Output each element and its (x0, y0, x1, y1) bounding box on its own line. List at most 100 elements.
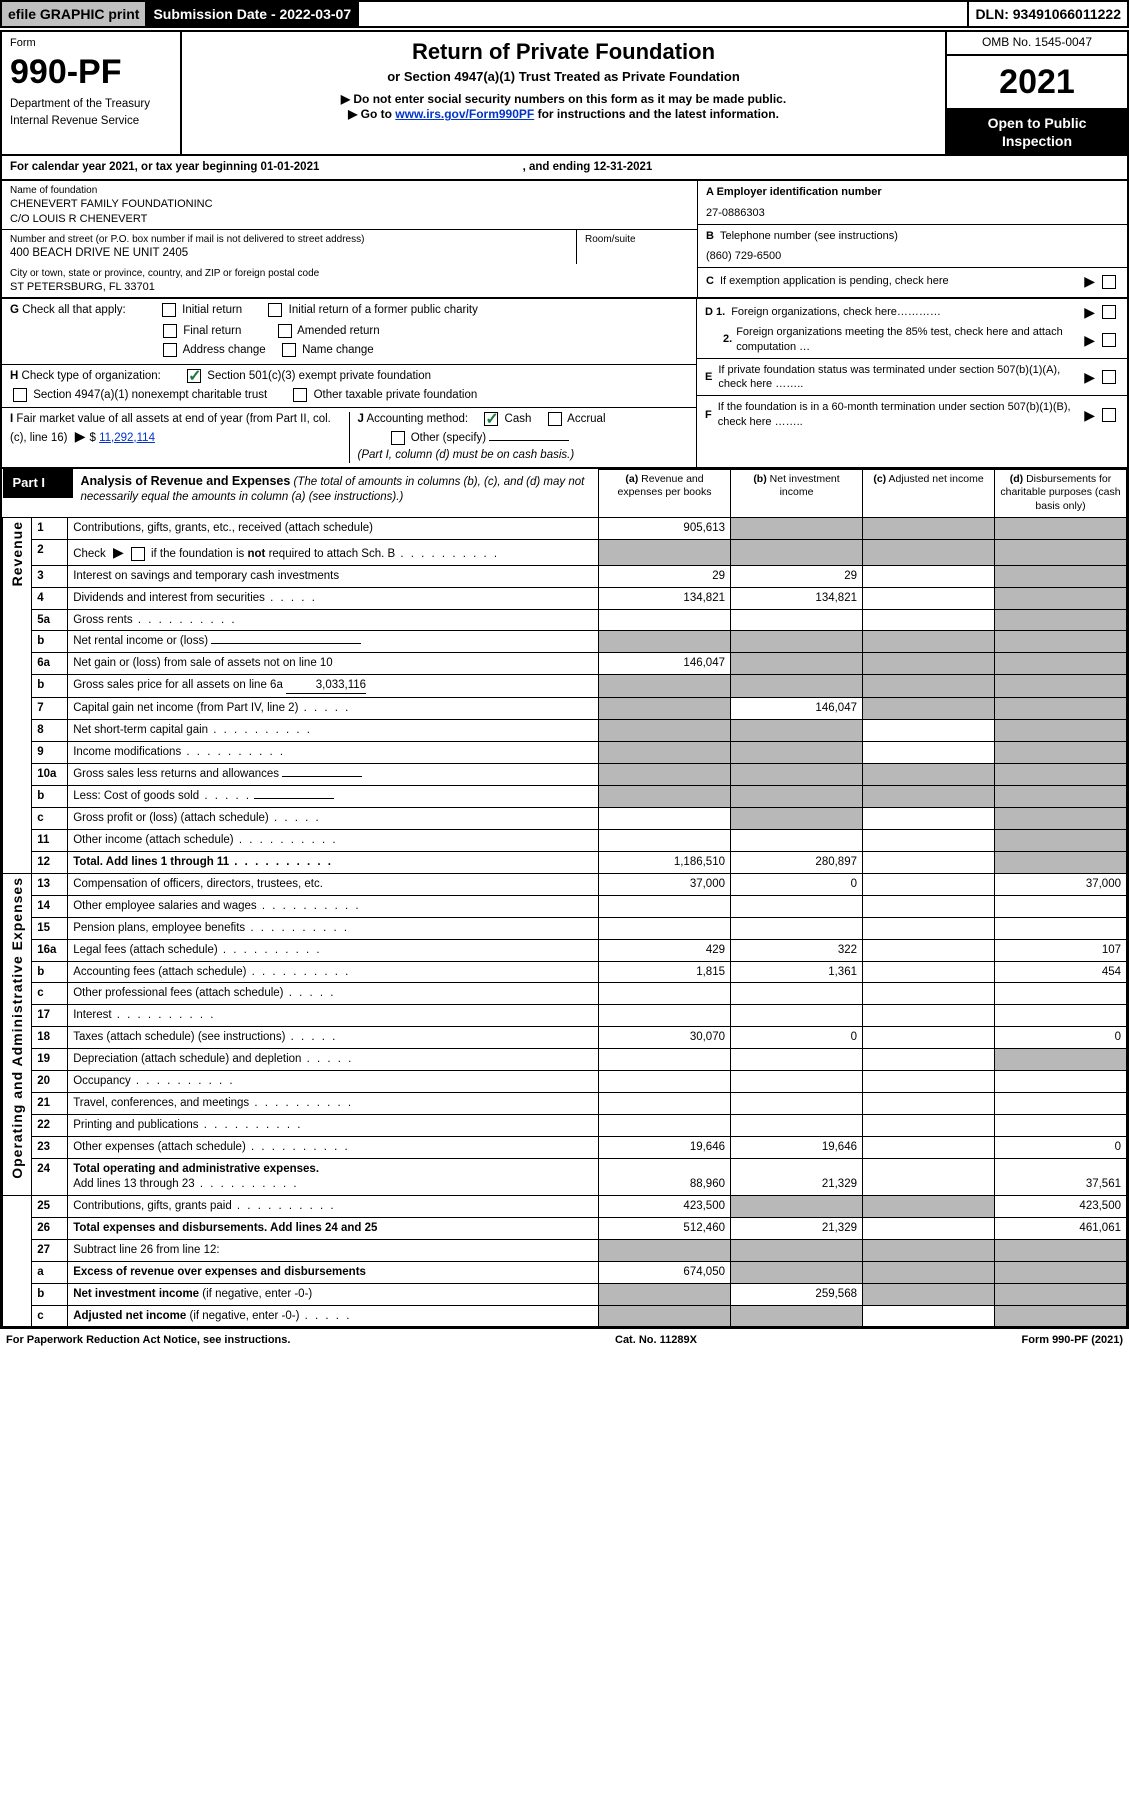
line-desc: Occupancy (68, 1071, 599, 1093)
line-num: 10a (32, 764, 68, 786)
table-row: 11 Other income (attach schedule) (3, 829, 1127, 851)
col-d-header: (d) Disbursements for charitable purpose… (995, 469, 1127, 517)
line-desc: Net gain or (loss) from sale of assets n… (68, 653, 599, 675)
address-change-checkbox[interactable] (163, 343, 177, 357)
cell-b (731, 1239, 863, 1261)
irs-link[interactable]: www.irs.gov/Form990PF (395, 107, 534, 121)
cell-d (995, 1071, 1127, 1093)
g-opt-0: Initial return (182, 304, 242, 316)
line-num: b (32, 786, 68, 808)
e-checkbox[interactable] (1102, 370, 1116, 384)
table-row: b Gross sales price for all assets on li… (3, 675, 1127, 698)
line-desc: Income modifications (68, 742, 599, 764)
cash-checkbox[interactable] (484, 412, 498, 426)
entity-left: Name of foundation CHENEVERT FAMILY FOUN… (2, 181, 697, 297)
cal-year-begin: For calendar year 2021, or tax year begi… (10, 161, 319, 173)
f-text: If the foundation is in a 60-month termi… (718, 400, 1080, 429)
cell-c (863, 539, 995, 565)
line-num: b (32, 631, 68, 653)
cell-c (863, 1195, 995, 1217)
cell-d (995, 609, 1127, 631)
final-return-checkbox[interactable] (163, 324, 177, 338)
cell-a (599, 807, 731, 829)
cell-c (863, 917, 995, 939)
cell-d (995, 631, 1127, 653)
501c3-checkbox[interactable] (187, 369, 201, 383)
table-row: 26 Total expenses and disbursements. Add… (3, 1217, 1127, 1239)
cell-a: 674,050 (599, 1261, 731, 1283)
cell-d: 107 (995, 939, 1127, 961)
table-row: 18 Taxes (attach schedule) (see instruct… (3, 1027, 1127, 1049)
part-1-label: Part I (3, 469, 73, 498)
cell-a (599, 917, 731, 939)
initial-return-checkbox[interactable] (162, 303, 176, 317)
j-accrual: Accrual (567, 413, 605, 425)
i-arrow-icon: ▶ (75, 428, 86, 444)
line-desc: Total operating and administrative expen… (68, 1158, 599, 1195)
cell-a (599, 829, 731, 851)
line-num: 4 (32, 587, 68, 609)
line-desc: Interest on savings and temporary cash i… (68, 565, 599, 587)
line-desc: Net rental income or (loss) (68, 631, 599, 653)
d2-checkbox[interactable] (1102, 333, 1116, 347)
table-row: Operating and Administrative Expenses 13… (3, 873, 1127, 895)
cell-c (863, 1239, 995, 1261)
efile-label[interactable]: efile GRAPHIC print (2, 2, 147, 26)
line-desc: Other professional fees (attach schedule… (68, 983, 599, 1005)
line-num: 19 (32, 1049, 68, 1071)
j-cash: Cash (505, 413, 532, 425)
f-checkbox[interactable] (1102, 408, 1116, 422)
d-row: D 1. Foreign organizations, check here……… (697, 299, 1127, 359)
d1-text: Foreign organizations, check here………… (731, 305, 1080, 319)
cell-b: 29 (731, 565, 863, 587)
d1-checkbox[interactable] (1102, 305, 1116, 319)
cell-b (731, 609, 863, 631)
cell-d (995, 653, 1127, 675)
line-num: 15 (32, 917, 68, 939)
cell-c (863, 631, 995, 653)
table-row: 16a Legal fees (attach schedule) 429 322… (3, 939, 1127, 961)
cell-d (995, 1049, 1127, 1071)
c-checkbox[interactable] (1102, 275, 1116, 289)
cell-a (599, 720, 731, 742)
cell-a (599, 895, 731, 917)
line-desc: Contributions, gifts, grants, etc., rece… (68, 517, 599, 539)
cell-a: 1,186,510 (599, 851, 731, 873)
initial-return-former-checkbox[interactable] (268, 303, 282, 317)
phone-value: (860) 729-6500 (706, 249, 781, 263)
fmv-value-link[interactable]: 11,292,114 (99, 432, 155, 444)
other-method-checkbox[interactable] (391, 431, 405, 445)
cell-c (863, 851, 995, 873)
foundation-name-cell: Name of foundation CHENEVERT FAMILY FOUN… (2, 181, 697, 230)
cell-d (995, 1261, 1127, 1283)
accrual-checkbox[interactable] (548, 412, 562, 426)
line-desc: Pension plans, employee benefits (68, 917, 599, 939)
name-change-checkbox[interactable] (282, 343, 296, 357)
cell-d: 461,061 (995, 1217, 1127, 1239)
table-row: b Net investment income (if negative, en… (3, 1283, 1127, 1305)
form-label: Form (10, 36, 172, 50)
ghij-left: G Check all that apply: Initial return I… (2, 299, 697, 467)
other-taxable-checkbox[interactable] (293, 388, 307, 402)
cell-d (995, 565, 1127, 587)
cell-d (995, 851, 1127, 873)
cell-a: 37,000 (599, 873, 731, 895)
sch-b-checkbox[interactable] (131, 547, 145, 561)
cell-d (995, 764, 1127, 786)
4947a1-checkbox[interactable] (13, 388, 27, 402)
cell-b: 134,821 (731, 587, 863, 609)
table-row: 3 Interest on savings and temporary cash… (3, 565, 1127, 587)
table-row: 17 Interest (3, 1005, 1127, 1027)
cell-a: 30,070 (599, 1027, 731, 1049)
cell-a: 1,815 (599, 961, 731, 983)
amended-return-checkbox[interactable] (278, 324, 292, 338)
line-desc: Capital gain net income (from Part IV, l… (68, 698, 599, 720)
table-row: c Gross profit or (loss) (attach schedul… (3, 807, 1127, 829)
cell-c (863, 720, 995, 742)
open-inspection: Open to Public Inspection (947, 110, 1127, 154)
c-text: If exemption application is pending, che… (720, 274, 1080, 288)
part-1-title-text: Analysis of Revenue and Expenses (81, 474, 291, 488)
cell-c (863, 517, 995, 539)
address-row: Number and street (or P.O. box number if… (2, 230, 697, 264)
cell-a (599, 539, 731, 565)
